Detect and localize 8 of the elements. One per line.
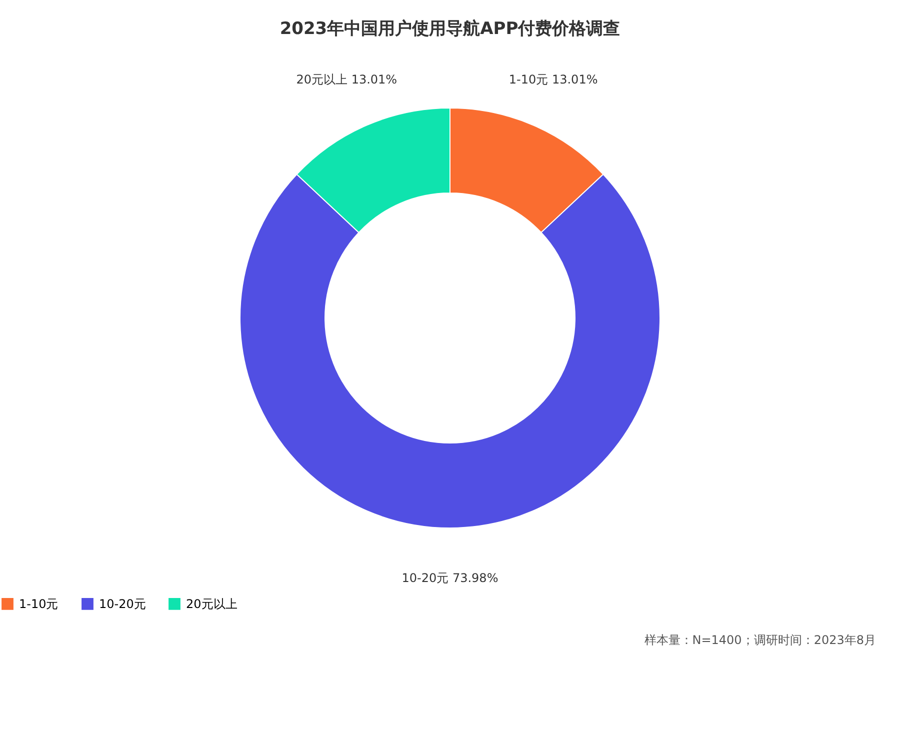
category-label: 1-10元 13.01% bbox=[508, 72, 598, 86]
category-label: 20元以上 13.01% bbox=[296, 72, 398, 86]
category-label: 10-20元 73.98% bbox=[402, 571, 498, 585]
legend-label: 10-20元 bbox=[99, 596, 146, 611]
legend-label: 20元以上 bbox=[186, 596, 238, 611]
legend-label: 1-10元 bbox=[19, 596, 58, 611]
text: 样本量：N=1400；调研时间：2023年8月 bbox=[643, 632, 876, 649]
chart-title: 2023年中国用户使用导航APP付费价格调查 bbox=[280, 19, 620, 39]
